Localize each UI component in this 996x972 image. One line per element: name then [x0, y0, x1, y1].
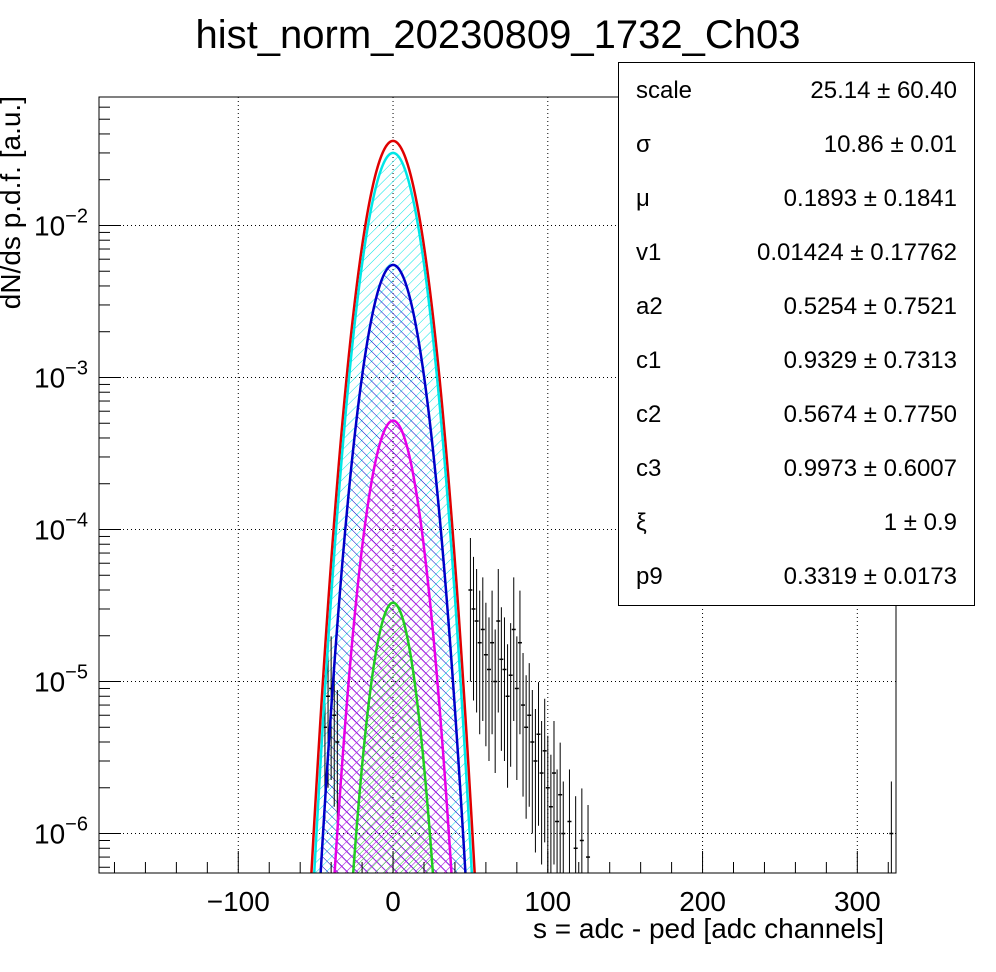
- stat-value: 25.14 ± 60.40: [810, 77, 957, 104]
- stat-row: scale 25.14 ± 60.40: [619, 77, 974, 107]
- stat-value: 10.86 ± 0.01: [823, 131, 957, 158]
- stat-row: v1 0.01424 ± 0.17762: [619, 239, 974, 269]
- stat-value: 0.9329 ± 0.7313: [783, 347, 957, 374]
- y-tick-base: 10: [34, 819, 65, 850]
- series-curves: [310, 139, 476, 873]
- stat-value: 0.9973 ± 0.6007: [783, 455, 957, 482]
- stat-name: σ: [636, 131, 651, 158]
- stat-value: 1 ± 0.9: [883, 509, 957, 536]
- stat-value: 0.1893 ± 0.1841: [783, 185, 957, 212]
- y-tick-exponent: −6: [65, 814, 88, 836]
- series-hatch-fill: [353, 602, 433, 873]
- y-tick-exponent: −4: [65, 509, 88, 531]
- stat-row: p9 0.3319 ± 0.0173: [619, 563, 974, 593]
- stat-row: c3 0.9973 ± 0.6007: [619, 455, 974, 485]
- stat-value: 0.5254 ± 0.7521: [783, 293, 957, 320]
- stat-row: c2 0.5674 ± 0.7750: [619, 401, 974, 431]
- y-tick-label: 10−3: [34, 357, 88, 393]
- stat-row: ξ 1 ± 0.9: [619, 509, 974, 539]
- fit-stats-box: scale 25.14 ± 60.40 σ 10.86 ± 0.01 μ 0.1893 ±…: [618, 62, 975, 606]
- stat-row: σ 10.86 ± 0.01: [619, 131, 974, 161]
- y-tick-base: 10: [34, 362, 65, 393]
- y-tick-label: 10−5: [34, 662, 88, 698]
- stat-name: μ: [636, 185, 650, 212]
- stat-value: 0.3319 ± 0.0173: [783, 563, 957, 590]
- stat-value: 0.01424 ± 0.17762: [756, 239, 957, 266]
- y-axis-label: dN/ds p.d.f. [a.u.]: [0, 96, 26, 309]
- y-tick-base: 10: [34, 210, 65, 241]
- stat-row: μ 0.1893 ± 0.1841: [619, 185, 974, 215]
- series-curve: [313, 151, 474, 873]
- y-tick-base: 10: [34, 514, 65, 545]
- stat-name: p9: [636, 563, 663, 590]
- series-curve: [319, 263, 467, 873]
- y-tick-label: 10−4: [34, 509, 88, 545]
- series-curve: [333, 419, 453, 873]
- y-tick-exponent: −3: [65, 357, 88, 379]
- stat-name: a2: [636, 293, 663, 320]
- stat-name: c3: [636, 455, 662, 482]
- x-tick-label: 300: [834, 886, 881, 917]
- series-curve: [351, 601, 435, 873]
- y-tick-label: 10−6: [34, 814, 88, 850]
- stat-row: a2 0.5254 ± 0.7521: [619, 293, 974, 323]
- stat-name: scale: [636, 77, 693, 104]
- x-tick-label: 0: [385, 886, 401, 917]
- series-curve: [310, 139, 476, 873]
- stat-value: 0.5674 ± 0.7750: [783, 401, 957, 428]
- stat-row: c1 0.9329 ± 0.7313: [619, 347, 974, 377]
- x-tick-label: −100: [207, 886, 270, 917]
- x-axis-label: s = adc - ped [adc channels]: [533, 913, 884, 944]
- chart-title: hist_norm_20230809_1732_Ch03: [196, 13, 801, 57]
- y-tick-exponent: −5: [65, 662, 88, 684]
- x-tick-label: 100: [524, 886, 571, 917]
- x-tick-label: 200: [679, 886, 726, 917]
- y-tick-base: 10: [34, 667, 65, 698]
- y-tick-label: 10−2: [34, 205, 88, 241]
- stat-name: c1: [636, 347, 662, 374]
- stat-name: v1: [636, 239, 662, 266]
- stat-name: ξ: [636, 509, 647, 536]
- stat-name: c2: [636, 401, 662, 428]
- y-tick-exponent: −2: [65, 205, 88, 227]
